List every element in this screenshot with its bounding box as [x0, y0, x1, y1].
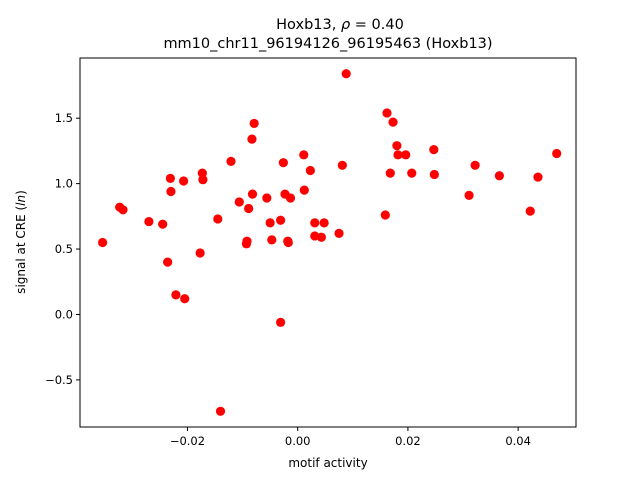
y-tick-label-4: 1.5 [55, 111, 73, 125]
data-point-14 [213, 214, 223, 224]
data-point-46 [385, 168, 395, 178]
data-point-56 [494, 171, 504, 181]
x-tick-label-0: −0.02 [170, 434, 205, 448]
y-tick-label-3: 1.0 [55, 177, 73, 191]
x-axis-label: motif activity [288, 456, 367, 470]
data-point-50 [401, 150, 411, 160]
data-point-0 [98, 237, 108, 248]
data-point-28 [276, 317, 286, 327]
y-tick-label-2: 0.5 [55, 242, 73, 256]
data-point-54 [464, 190, 474, 200]
data-point-4 [158, 219, 168, 229]
x-tick-label-2: 0.02 [395, 434, 421, 448]
data-point-58 [533, 172, 543, 182]
data-point-33 [285, 193, 296, 203]
data-point-6 [165, 173, 175, 183]
data-point-35 [299, 185, 309, 195]
data-point-9 [179, 176, 189, 186]
data-point-39 [316, 232, 326, 242]
data-point-38 [310, 218, 320, 228]
data-point-44 [380, 210, 390, 220]
x-ticks: −0.02 0.00 0.02 0.04 [170, 427, 531, 448]
data-point-55 [470, 160, 480, 170]
plot-frame [79, 57, 577, 428]
data-point-2 [118, 205, 128, 215]
y-tick-label-1: 0.0 [55, 307, 73, 321]
data-point-59 [552, 148, 562, 159]
data-point-51 [407, 168, 417, 178]
data-point-13 [198, 175, 208, 185]
y-tick-label-0: −0.5 [45, 373, 73, 387]
data-point-27 [276, 215, 286, 225]
data-point-22 [247, 189, 258, 199]
data-point-20 [244, 203, 254, 214]
x-tick-label-3: 0.04 [505, 434, 531, 448]
data-point-57 [525, 206, 535, 216]
points-layer [98, 69, 562, 416]
data-point-52 [429, 145, 439, 155]
data-point-49 [393, 150, 403, 160]
data-point-11 [195, 248, 205, 258]
data-point-26 [267, 235, 277, 245]
data-point-25 [265, 218, 275, 228]
data-point-29 [278, 158, 288, 168]
y-ticks: −0.5 0.0 0.5 1.0 1.5 [45, 111, 80, 387]
data-point-7 [166, 186, 176, 197]
data-point-53 [429, 169, 439, 180]
data-point-16 [226, 156, 236, 166]
data-point-47 [388, 117, 398, 127]
data-point-42 [337, 160, 347, 170]
data-point-32 [283, 237, 293, 248]
data-point-43 [341, 69, 351, 79]
data-point-5 [163, 257, 173, 267]
data-point-21 [247, 134, 257, 144]
chart-title-line1: Hoxb13, ρ = 0.40 [276, 17, 404, 33]
x-tick-label-1: 0.00 [285, 434, 311, 448]
data-point-45 [382, 108, 392, 118]
data-point-8 [171, 290, 181, 300]
data-point-3 [144, 216, 154, 227]
data-point-23 [249, 118, 259, 129]
data-point-41 [334, 228, 344, 238]
data-point-34 [299, 150, 309, 160]
data-point-36 [305, 165, 315, 176]
data-point-24 [262, 193, 272, 203]
data-point-48 [392, 141, 402, 151]
data-point-15 [215, 406, 226, 416]
chart-title-line2: mm10_chr11_96194126_96195463 (Hoxb13) [163, 36, 492, 52]
data-point-17 [234, 197, 244, 207]
data-point-40 [319, 218, 329, 228]
data-point-19 [242, 236, 252, 246]
y-axis-label: signal at CRE (ln) [14, 190, 28, 294]
data-point-10 [180, 294, 190, 304]
